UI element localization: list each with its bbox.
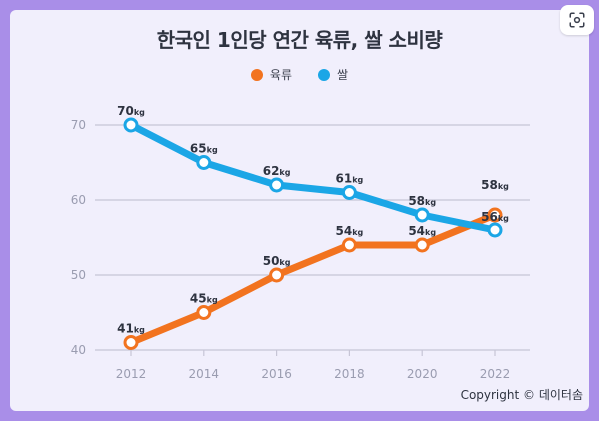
data-point: [123, 117, 139, 133]
data-label-unit: kg: [425, 198, 436, 207]
data-point: [196, 305, 212, 320]
data-label: 54kg: [336, 224, 364, 238]
legend-item-meat: 육류: [250, 66, 293, 83]
copyright-text: Copyright © 데이터솜: [460, 388, 583, 402]
data-label: 56kg: [481, 210, 509, 224]
legend-marker-meat: [250, 68, 263, 81]
x-tick-label: 2022: [480, 367, 511, 381]
data-label: 58kg: [481, 178, 509, 192]
data-label-unit: kg: [134, 108, 145, 117]
data-point: [341, 185, 357, 200]
legend-label-rice: 쌀: [337, 68, 349, 82]
data-label-unit: kg: [134, 326, 145, 335]
x-tick-label: 2018: [334, 367, 365, 381]
data-point: [269, 177, 285, 193]
data-label-unit: kg: [279, 168, 290, 177]
series-line-1: [127, 121, 499, 234]
data-label: 41kg: [117, 322, 145, 336]
data-label: 45kg: [190, 292, 218, 306]
data-label-unit: kg: [207, 296, 218, 305]
y-tick-label: 70: [71, 118, 86, 132]
google-lens-icon: [569, 12, 585, 28]
data-label-unit: kg: [498, 182, 509, 191]
data-label: 70kg: [117, 104, 145, 118]
x-tick-label: 2016: [261, 367, 292, 381]
data-label: 61kg: [336, 172, 364, 186]
data-label: 50kg: [263, 254, 291, 268]
y-tick-label: 60: [71, 193, 86, 207]
data-point: [269, 267, 285, 283]
data-point: [123, 335, 139, 350]
data-point: [414, 237, 430, 253]
data-point: [414, 207, 430, 223]
x-tick-label: 2014: [189, 367, 220, 381]
legend-marker-rice: [318, 68, 331, 81]
data-point: [341, 237, 357, 253]
data-label-unit: kg: [352, 176, 363, 185]
data-label-unit: kg: [207, 146, 218, 155]
data-point: [487, 207, 503, 223]
x-tick-label: 2020: [407, 367, 438, 381]
data-point: [196, 155, 212, 170]
data-label-unit: kg: [498, 214, 509, 223]
data-label: 62kg: [263, 164, 291, 178]
legend-item-rice: 쌀: [318, 66, 348, 83]
chart-legend: 육류 쌀: [0, 66, 599, 83]
data-label-unit: kg: [279, 258, 290, 267]
y-tick-label: 40: [71, 343, 86, 357]
lens-button[interactable]: [560, 5, 594, 35]
data-label: 58kg: [408, 194, 436, 208]
legend-label-meat: 육류: [269, 68, 293, 82]
data-label-unit: kg: [425, 228, 436, 237]
data-label-unit: kg: [352, 228, 363, 237]
data-point: [487, 222, 503, 238]
x-tick-label: 2012: [116, 367, 147, 381]
data-label: 65kg: [190, 142, 218, 156]
series-line-0: [127, 211, 499, 346]
chart-title: 한국인 1인당 연간 육류, 쌀 소비량: [156, 28, 443, 52]
data-label: 54kg: [408, 224, 436, 238]
y-tick-label: 50: [71, 268, 86, 282]
